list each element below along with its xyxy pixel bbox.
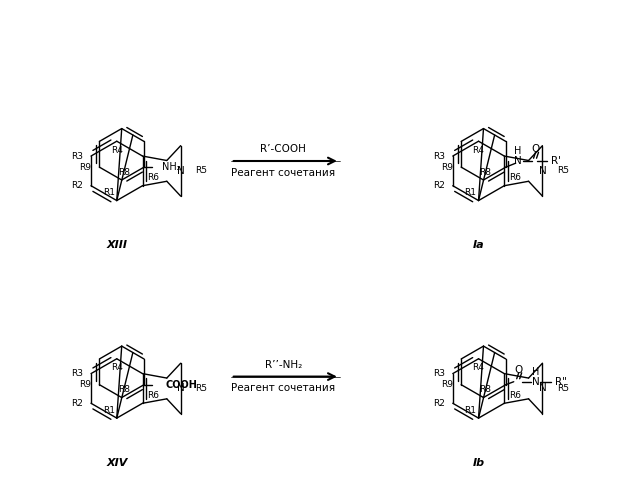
Text: R2: R2	[71, 181, 83, 190]
Text: N: N	[514, 156, 522, 166]
Text: H: H	[514, 146, 521, 156]
Text: COOH: COOH	[166, 380, 198, 390]
Text: NH₂: NH₂	[162, 162, 180, 172]
Text: N: N	[539, 384, 546, 394]
Text: H: H	[532, 367, 539, 377]
Text: N: N	[539, 166, 546, 176]
Text: R9: R9	[80, 380, 92, 389]
Text: R4: R4	[111, 146, 122, 154]
Text: R3: R3	[71, 152, 83, 160]
Text: R6: R6	[509, 391, 521, 400]
Text: R6: R6	[509, 174, 521, 182]
Text: R3: R3	[433, 152, 445, 160]
Text: N: N	[177, 166, 185, 176]
Text: O: O	[531, 144, 539, 154]
Text: R3: R3	[71, 369, 83, 378]
Text: R1: R1	[465, 188, 477, 197]
Text: R5: R5	[557, 384, 570, 393]
Text: R8: R8	[117, 168, 130, 176]
Text: R1: R1	[103, 188, 115, 197]
Text: R9: R9	[80, 162, 92, 172]
Text: N: N	[532, 376, 539, 386]
Text: O: O	[514, 365, 523, 375]
Text: R2: R2	[433, 181, 445, 190]
Text: R6: R6	[148, 391, 160, 400]
Text: R8: R8	[117, 385, 130, 394]
Text: R4: R4	[111, 363, 122, 372]
Text: R2: R2	[433, 399, 445, 408]
Text: R1: R1	[465, 406, 477, 414]
Text: R6: R6	[148, 174, 160, 182]
Text: R3: R3	[433, 369, 445, 378]
Text: R9: R9	[441, 380, 453, 389]
Text: N: N	[177, 384, 185, 394]
Text: R': R'	[551, 156, 561, 166]
Text: R’-COOH: R’-COOH	[261, 144, 306, 154]
Text: R5: R5	[195, 384, 207, 393]
Text: Ia: Ia	[473, 240, 484, 250]
Text: R8: R8	[479, 385, 492, 394]
Text: XIII: XIII	[106, 240, 127, 250]
Text: R5: R5	[195, 166, 207, 175]
Text: R9: R9	[441, 162, 453, 172]
Text: Ib: Ib	[472, 458, 485, 468]
Text: R8: R8	[479, 168, 492, 176]
Text: R’’-NH₂: R’’-NH₂	[264, 360, 302, 370]
Text: R": R"	[555, 376, 567, 386]
Text: R4: R4	[473, 146, 484, 154]
Text: Реагент сочетания: Реагент сочетания	[231, 384, 335, 394]
Text: Реагент сочетания: Реагент сочетания	[231, 168, 335, 178]
Text: R2: R2	[71, 399, 83, 408]
Text: R5: R5	[557, 166, 570, 175]
Text: R1: R1	[103, 406, 115, 414]
Text: XIV: XIV	[106, 458, 127, 468]
Text: R4: R4	[473, 363, 484, 372]
